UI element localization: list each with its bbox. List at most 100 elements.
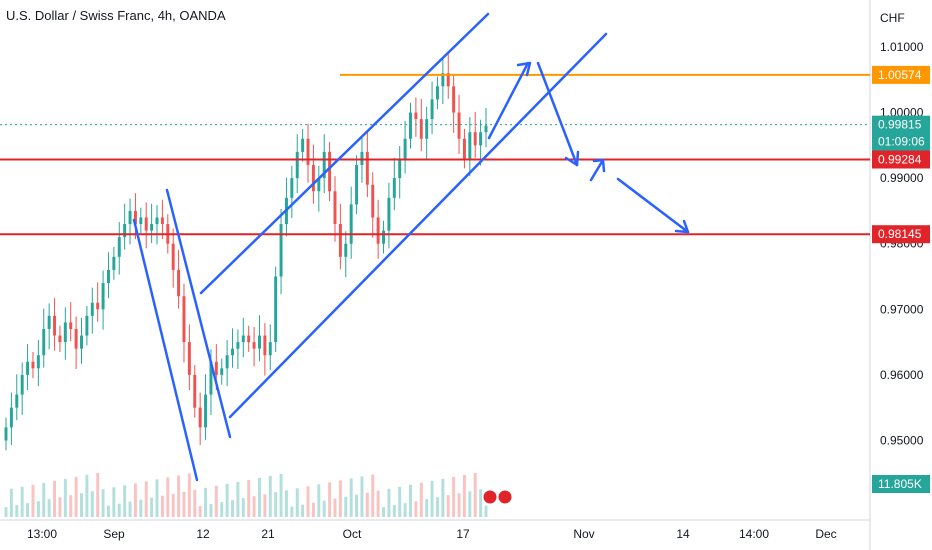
candle-body — [414, 112, 418, 120]
arrow-head-drawing — [564, 150, 580, 167]
volume-bar — [106, 505, 110, 517]
candle-body — [117, 237, 121, 257]
volume-bar — [473, 472, 477, 517]
candle-body — [274, 276, 278, 343]
volume-bar — [177, 475, 181, 517]
volume-bar — [47, 499, 51, 517]
candle-body — [468, 132, 472, 159]
volume-bar — [409, 484, 412, 517]
candle-body — [155, 217, 159, 225]
candle-body — [9, 407, 13, 428]
candle-body — [387, 197, 391, 231]
candle-body — [241, 335, 245, 343]
volume-bar — [258, 477, 261, 517]
candle-body — [53, 315, 57, 336]
candle-body — [311, 165, 315, 192]
candle-body — [204, 394, 208, 428]
volume-bar — [236, 481, 240, 517]
volume-bar — [322, 500, 326, 517]
candle-body — [231, 348, 234, 356]
price-label-box — [872, 115, 930, 152]
candle-body — [301, 138, 305, 152]
volume-bar — [301, 504, 305, 517]
candle-body — [182, 296, 186, 343]
volume-bar — [263, 494, 267, 517]
volume-label-box — [872, 475, 930, 493]
volume-bar — [376, 490, 380, 517]
candle-body — [365, 151, 369, 185]
volume-bar — [398, 486, 402, 517]
volume-bar — [204, 487, 208, 517]
candle-body — [355, 165, 359, 205]
volume-bar — [155, 479, 159, 517]
candle-body — [263, 335, 267, 356]
candle-body — [457, 112, 461, 139]
candle-body — [419, 119, 423, 139]
candle-body — [247, 335, 251, 343]
volume-bar — [462, 474, 466, 517]
candle-body — [106, 269, 110, 284]
volume-bar — [69, 495, 73, 517]
candle-body — [479, 132, 483, 146]
price-label-box — [872, 150, 930, 169]
trend-drawing — [165, 188, 232, 439]
candle-body — [328, 151, 332, 192]
candle-body — [133, 210, 137, 225]
volume-bar — [101, 489, 105, 517]
volume-bar — [349, 478, 353, 517]
volume-bar — [85, 474, 89, 517]
candle-body — [306, 138, 310, 166]
y-tick-label: 0.97000 — [880, 302, 924, 316]
volume-bar — [58, 497, 62, 517]
y-tick-label: 0.99000 — [880, 171, 924, 185]
candle-body — [47, 315, 51, 329]
volume-bar — [225, 483, 229, 517]
volume-bar — [214, 485, 218, 517]
trend-drawing — [132, 218, 199, 482]
volume-bar — [279, 473, 283, 517]
volume-bar — [80, 493, 83, 517]
us-event-flag-icon — [482, 489, 498, 505]
candle-body — [317, 178, 321, 192]
candle-body — [392, 178, 396, 198]
candle-body — [4, 427, 8, 441]
volume-bar — [160, 495, 164, 517]
candle-body — [322, 151, 326, 179]
candle-body — [435, 86, 439, 100]
volume-bar — [457, 493, 461, 517]
volume-bar — [182, 491, 186, 517]
volume-bar — [479, 489, 483, 517]
candle-body — [430, 99, 434, 120]
volume-label: 11.805K — [878, 477, 922, 491]
y-tick-label: 1.01000 — [880, 40, 924, 54]
volume-bar — [365, 492, 369, 517]
candle-body — [128, 210, 132, 225]
candle-body — [295, 151, 299, 179]
candle-body — [279, 224, 283, 277]
candle-body — [31, 361, 35, 369]
candle-body — [177, 269, 181, 297]
volume-bar — [193, 489, 197, 517]
x-tick-label: 17 — [456, 527, 470, 541]
countdown-label: 01:09:06 — [878, 135, 925, 149]
volume-bar — [53, 480, 57, 517]
x-tick-label: 21 — [261, 527, 275, 541]
candle-body — [20, 374, 24, 395]
price-label: 0.99815 — [878, 118, 922, 132]
volume-bar — [150, 497, 154, 517]
volume-bar — [123, 485, 127, 517]
candle-body — [187, 342, 191, 375]
candle-body — [333, 191, 337, 225]
candle-body — [441, 73, 445, 87]
volume-bar — [187, 473, 191, 517]
candle-body — [63, 322, 67, 343]
volume-bar — [452, 476, 456, 517]
candle-body — [220, 368, 224, 375]
x-tick-label: 13:00 — [27, 527, 57, 541]
trend-drawing — [228, 32, 608, 419]
candle-body — [26, 361, 30, 375]
candle-body — [112, 256, 116, 270]
volume-bar — [425, 499, 429, 517]
candle-body — [214, 361, 218, 375]
